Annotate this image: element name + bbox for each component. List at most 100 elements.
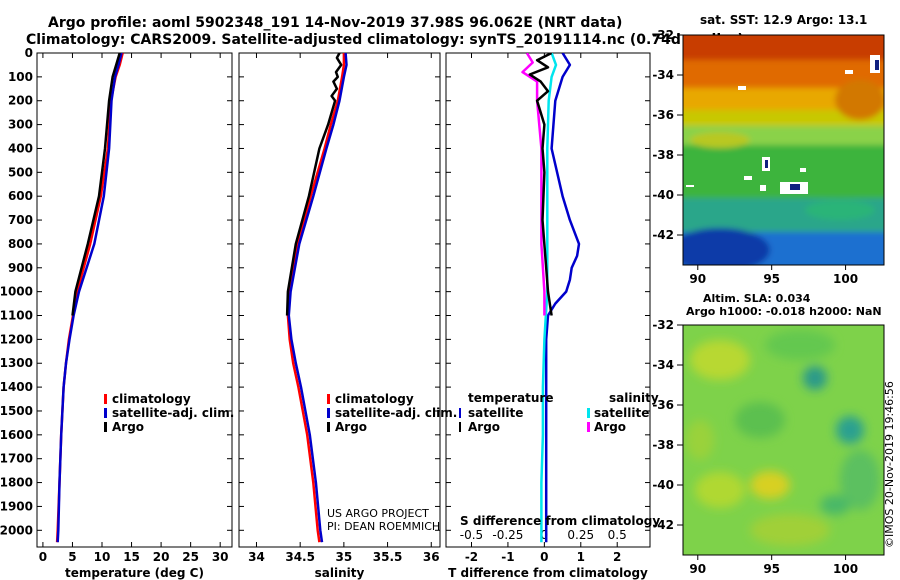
- plot-frame: [445, 52, 651, 548]
- y-tick-label: 700: [8, 213, 33, 227]
- x-axis-label: temperature (deg C): [65, 566, 204, 580]
- legend-satellite-label: satellite-adj. clim.: [335, 406, 457, 420]
- x-tick-label: 36: [423, 550, 440, 564]
- legend-argo-label: Argo: [112, 420, 144, 434]
- x-tick-label: 20: [153, 550, 170, 564]
- map-y-tick-label: -42: [652, 518, 674, 532]
- x-tick-label: 35: [336, 550, 353, 564]
- x-tick-label: 30: [212, 550, 229, 564]
- secondary-x-tick-label: 0: [541, 528, 549, 542]
- x-axis-label: T difference from climatology: [448, 566, 648, 580]
- s-difference-label: S difference from climatology: [460, 514, 660, 528]
- x-axis-label: salinity: [315, 566, 365, 580]
- map-y-tick-label: -34: [652, 68, 674, 82]
- y-tick-label: 0: [25, 46, 33, 60]
- x-tick-label: 1: [577, 550, 585, 564]
- y-tick-label: 1900: [0, 499, 33, 513]
- map-y-tick-label: -42: [652, 228, 674, 242]
- map-x-tick-label: 90: [689, 562, 706, 576]
- difference-plot: -2 -1 0 1 2 -0.5 -0.25 0 0.25 0.5 T difference fro…: [445, 52, 651, 580]
- difference-legend: temperature satellite Argo salinity sate…: [459, 391, 660, 528]
- series-t-argo: [528, 53, 553, 316]
- temperature-legend: climatology satellite-adj. clim. Argo: [104, 392, 234, 434]
- legend-climatology-swatch: [327, 394, 330, 404]
- map-y-tick-label: -36: [652, 398, 674, 412]
- sla-map-title: Altim. SLA: 0.034: [703, 292, 811, 305]
- map-y-tick-label: -40: [652, 478, 674, 492]
- map-y-tick-label: -34: [652, 358, 674, 372]
- map-x-tick-label: 95: [763, 562, 780, 576]
- map-x-tick-label: 95: [763, 272, 780, 286]
- legend-climatology-label: climatology: [335, 392, 414, 406]
- series-s-argo: [521, 53, 546, 316]
- legend-argo-swatch: [327, 422, 330, 432]
- legend-t-argo-label: Argo: [468, 420, 500, 434]
- secondary-x-tick-label: -0.25: [492, 528, 523, 542]
- legend-climatology-label: climatology: [112, 392, 191, 406]
- map-x-tick-label: 100: [833, 272, 858, 286]
- cloud-mask-patches: [738, 55, 880, 194]
- sla-map: Altim. SLA: 0.034 Argo h1000: -0.018 h20…: [652, 292, 885, 576]
- legend-t-argo-swatch: [459, 422, 461, 432]
- project-annotation: US ARGO PROJECT: [327, 507, 429, 520]
- map-y-tick-label: -40: [652, 188, 674, 202]
- x-tick-label: 2: [613, 550, 621, 564]
- plot-frame: [36, 52, 233, 548]
- sst-map-title: sat. SST: 12.9 Argo: 13.1: [700, 13, 867, 27]
- plot-frame: [238, 52, 441, 548]
- map-y-tick-label: -38: [652, 148, 674, 162]
- header-line-1: Argo profile: aoml 5902348_191 14-Nov-20…: [48, 15, 622, 31]
- y-tick-label: 1600: [0, 428, 33, 442]
- y-tick-label: 600: [8, 189, 33, 203]
- x-tick-label: 5: [68, 550, 76, 564]
- y-tick-label: 500: [8, 165, 33, 179]
- x-tick-label: 35.5: [373, 550, 403, 564]
- map-x-tick-label: 90: [689, 272, 706, 286]
- pi-annotation: PI: DEAN ROEMMICH: [327, 520, 440, 533]
- secondary-x-tick-label: -0.5: [460, 528, 483, 542]
- legend-climatology-swatch: [104, 394, 107, 404]
- salinity-legend: climatology satellite-adj. clim. Argo US…: [327, 392, 457, 533]
- legend-salinity-title: salinity: [609, 391, 659, 405]
- y-tick-label: 1500: [0, 404, 33, 418]
- map-y-tick-label: -36: [652, 108, 674, 122]
- legend-satellite-swatch: [104, 408, 107, 418]
- salinity-plot: 34 34.5 35 35.5 36 salinity: [238, 52, 441, 580]
- secondary-x-tick-label: 0.5: [608, 528, 627, 542]
- temperature-plot: 0100200300400500600700800900100011001200…: [0, 46, 233, 580]
- series-climatology: [286, 53, 346, 543]
- legend-argo-swatch: [104, 422, 107, 432]
- x-tick-label: -1: [501, 550, 514, 564]
- series-satellite-adj: [56, 53, 123, 543]
- x-tick-label: 0: [540, 550, 548, 564]
- legend-t-satellite-swatch: [459, 408, 461, 418]
- x-tick-label: 15: [123, 550, 140, 564]
- y-tick-label: 200: [8, 94, 33, 108]
- series-climatology: [55, 53, 124, 543]
- sla-map-subtitle: Argo h1000: -0.018 h2000: NaN: [686, 305, 882, 318]
- legend-satellite-label: satellite-adj. clim.: [112, 406, 234, 420]
- x-tick-label: 25: [182, 550, 199, 564]
- series-argo: [71, 53, 121, 316]
- y-tick-label: 1700: [0, 452, 33, 466]
- legend-s-satellite-label: satellite: [594, 406, 649, 420]
- series-satellite-adj: [287, 53, 348, 543]
- y-tick-label: 400: [8, 141, 33, 155]
- legend-s-satellite-swatch: [587, 408, 590, 418]
- series-argo: [285, 53, 343, 316]
- x-tick-label: 10: [94, 550, 111, 564]
- copyright-credit: ©IMOS 20-Nov-2019 19:46:56: [883, 381, 896, 548]
- legend-temperature-title: temperature: [468, 391, 553, 405]
- legend-s-argo-swatch: [587, 422, 590, 432]
- y-tick-label: 900: [8, 261, 33, 275]
- x-tick-label: 34: [248, 550, 265, 564]
- y-tick-label: 100: [8, 70, 33, 84]
- series-t-satellite: [544, 53, 581, 543]
- map-y-tick-label: -38: [652, 438, 674, 452]
- secondary-x-tick-label: 0.25: [567, 528, 594, 542]
- legend-s-argo-label: Argo: [594, 420, 626, 434]
- legend-satellite-swatch: [327, 408, 330, 418]
- y-tick-label: 300: [8, 118, 33, 132]
- y-tick-label: 1100: [0, 309, 33, 323]
